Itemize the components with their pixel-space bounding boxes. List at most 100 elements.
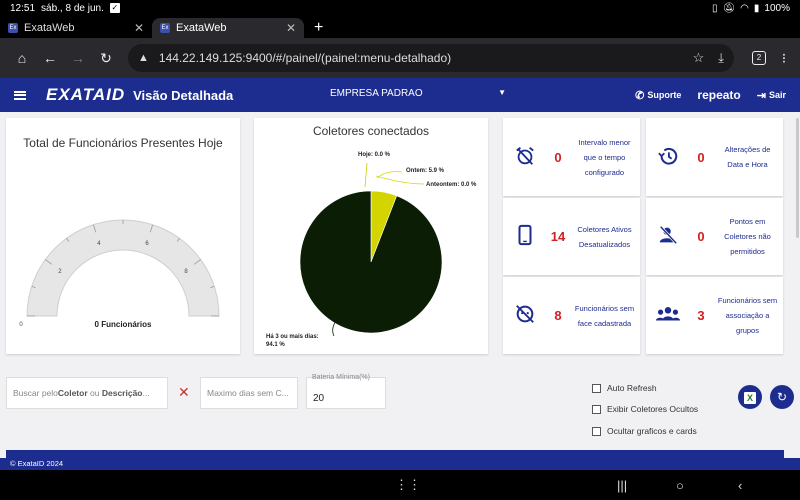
gauge-tick-label: 2 <box>58 269 62 275</box>
favicon-icon: Ex <box>160 23 170 33</box>
person-off-icon <box>646 224 690 249</box>
card-value: 3 <box>697 308 705 323</box>
logout-button[interactable]: ⇥ Sair <box>757 89 786 102</box>
phone-icon <box>503 224 547 249</box>
refresh-button[interactable]: ↻ <box>770 385 794 409</box>
face-off-icon <box>503 303 547 328</box>
history-icon <box>646 145 690 170</box>
tab-strip: Ex ExataWeb ✕ Ex ExataWeb ✕ + <box>0 16 800 38</box>
close-icon[interactable]: ✕ <box>285 21 296 35</box>
browser-tab[interactable]: Ex ExataWeb ✕ <box>0 18 152 38</box>
checkbox-icon[interactable] <box>592 383 601 393</box>
pie-label-anteontem: Anteontem: 0.0 % <box>426 182 477 188</box>
support-link[interactable]: ✆ Suporte <box>635 89 681 102</box>
home-circle-icon[interactable]: ○ <box>676 477 684 493</box>
card-outdated-collectors[interactable]: 14 Coletores Ativos Desatualizados <box>503 198 640 275</box>
gauge-panel: Total de Funcionários Presentes Hoje 0 2 4… <box>6 118 240 354</box>
hamburger-menu-icon[interactable] <box>14 90 26 100</box>
search-input[interactable]: Buscar pelo Coletor ou Descrição... <box>6 377 168 409</box>
hide-charts-checkbox[interactable]: Ocultar graficos e cards <box>592 426 697 436</box>
status-time: 12:51 <box>10 2 36 14</box>
gauge-tick-label: 8 <box>184 269 188 275</box>
recents-icon[interactable]: ||| <box>617 477 628 493</box>
export-excel-button[interactable]: X <box>738 385 762 409</box>
tablet-icon: ▯ <box>711 2 718 14</box>
download-icon[interactable]: ⤓ <box>718 50 724 65</box>
card-label: Funcionários sem face cadastrada <box>574 303 635 328</box>
tab-title: ExataWeb <box>176 22 227 34</box>
card-label: Alterações de Data e Hora <box>724 145 771 169</box>
menu-dots-icon[interactable]: ⁝ <box>781 49 787 66</box>
checkbox-icon[interactable] <box>592 404 601 414</box>
company-name: EMPRESA PADRAO <box>330 88 423 99</box>
card-value: 0 <box>697 149 705 165</box>
gauge-tick-label: 6 <box>145 241 149 247</box>
back-icon[interactable]: ← <box>43 50 57 66</box>
status-bar: 12:51 sáb., 8 de jun. ✓ ▯ 🔕︎ ◠ ▮ 100% <box>0 0 800 16</box>
pie-label-hoje: Hoje: 0.0 % <box>358 152 391 158</box>
whatsapp-icon: ✆ <box>635 89 645 102</box>
forward-icon[interactable]: → <box>71 50 85 66</box>
card-label: Funcionários sem associação a grupos <box>717 296 778 335</box>
pie-chart: Hoje: 0.0 % Ontem: 5.9 % Anteontem: 0.0 … <box>266 152 477 348</box>
warning-icon[interactable]: ▲ <box>138 52 149 64</box>
support-label: Suporte <box>647 90 682 100</box>
url-field[interactable]: ▲ 144.22.149.125:9400/#/painel/(painel:m… <box>128 44 734 72</box>
search-placeholder-collector: Coletor <box>57 388 88 398</box>
address-bar: ⌂ ← → ↻ ▲ 144.22.149.125:9400/#/painel/(… <box>0 38 800 78</box>
gauge-tick <box>193 259 201 265</box>
battery-min-label: Bateria Mínima(%) <box>312 374 370 381</box>
show-hidden-checkbox[interactable]: Exibir Coletores Ocultos <box>592 404 698 414</box>
card-no-group[interactable]: 3 Funcionários sem associação a grupos <box>646 277 783 354</box>
user-name: repeato <box>697 88 741 102</box>
gauge-tick <box>176 238 180 242</box>
card-disallowed-points[interactable]: 0 Pontos em Coletores não permitidos <box>646 198 783 275</box>
checkbox-icon[interactable] <box>592 426 601 436</box>
card-date-changes[interactable]: 0 Alterações de Data e Hora <box>646 118 783 196</box>
home-icon[interactable]: ⌂ <box>17 50 27 66</box>
back-chevron-icon[interactable]: ‹ <box>738 477 743 493</box>
bookmark-star-icon[interactable]: ☆ <box>692 50 705 65</box>
scrollbar[interactable] <box>796 118 799 238</box>
reload-icon[interactable]: ↻ <box>100 49 112 66</box>
footer: © ExataID 2024 <box>0 458 800 470</box>
gauge-tick <box>45 259 53 265</box>
battery-level: 100% <box>764 2 790 14</box>
apps-grid-icon[interactable]: ⋮⋮ <box>395 477 421 492</box>
page-title: Visão Detalhada <box>133 87 234 103</box>
status-date: sáb., 8 de jun. <box>41 2 104 14</box>
search-placeholder-prefix: Buscar pelo <box>13 388 58 398</box>
gauge-tick-label: 4 <box>97 241 101 247</box>
tab-count-button[interactable]: 2 <box>752 51 766 65</box>
app-header: EXATAID Visão Detalhada EMPRESA PADRAO ▼… <box>0 78 800 112</box>
card-label: Coletores Ativos Desatualizados <box>577 224 632 249</box>
browser-tab-active[interactable]: Ex ExataWeb ✕ <box>152 18 304 38</box>
excel-icon: X <box>744 392 756 404</box>
card-value: 0 <box>697 229 705 244</box>
battery-min-input[interactable]: 20 <box>306 377 386 409</box>
tab-title: ExataWeb <box>24 22 75 34</box>
new-tab-icon[interactable]: + <box>314 19 324 36</box>
card-short-interval[interactable]: 0 Intervalo menor que o tempo configurad… <box>503 118 640 196</box>
card-value: 8 <box>554 308 562 323</box>
gauge-track <box>26 219 220 317</box>
refresh-icon: ↻ <box>776 390 788 404</box>
pie-slice <box>299 190 443 334</box>
max-days-input[interactable]: Maximo dias sem C... <box>200 377 298 409</box>
battery-icon: ▮ <box>753 2 760 14</box>
pie-panel: Coletores conectados Hoje: 0.0 % Ontem: … <box>254 118 488 354</box>
company-select[interactable]: EMPRESA PADRAO ▼ <box>330 88 510 99</box>
card-label: Pontos em Coletores não permitidos <box>724 217 771 256</box>
logout-icon: ⇥ <box>756 89 766 102</box>
auto-refresh-checkbox[interactable]: Auto Refresh <box>592 383 657 393</box>
close-icon[interactable]: ✕ <box>133 21 144 35</box>
pie-label-mais3-value: 94.1 % <box>266 342 285 348</box>
card-no-face[interactable]: 8 Funcionários sem face cadastrada <box>503 277 640 354</box>
clear-search-icon[interactable]: ✕ <box>178 384 190 400</box>
chevron-down-icon: ▼ <box>498 88 506 97</box>
auto-refresh-label: Auto Refresh <box>607 383 657 393</box>
logo: EXATAID <box>46 85 125 105</box>
logo-id: ID <box>106 85 126 104</box>
mute-icon: 🔕︎ <box>722 2 736 14</box>
alarm-off-icon <box>503 145 547 170</box>
